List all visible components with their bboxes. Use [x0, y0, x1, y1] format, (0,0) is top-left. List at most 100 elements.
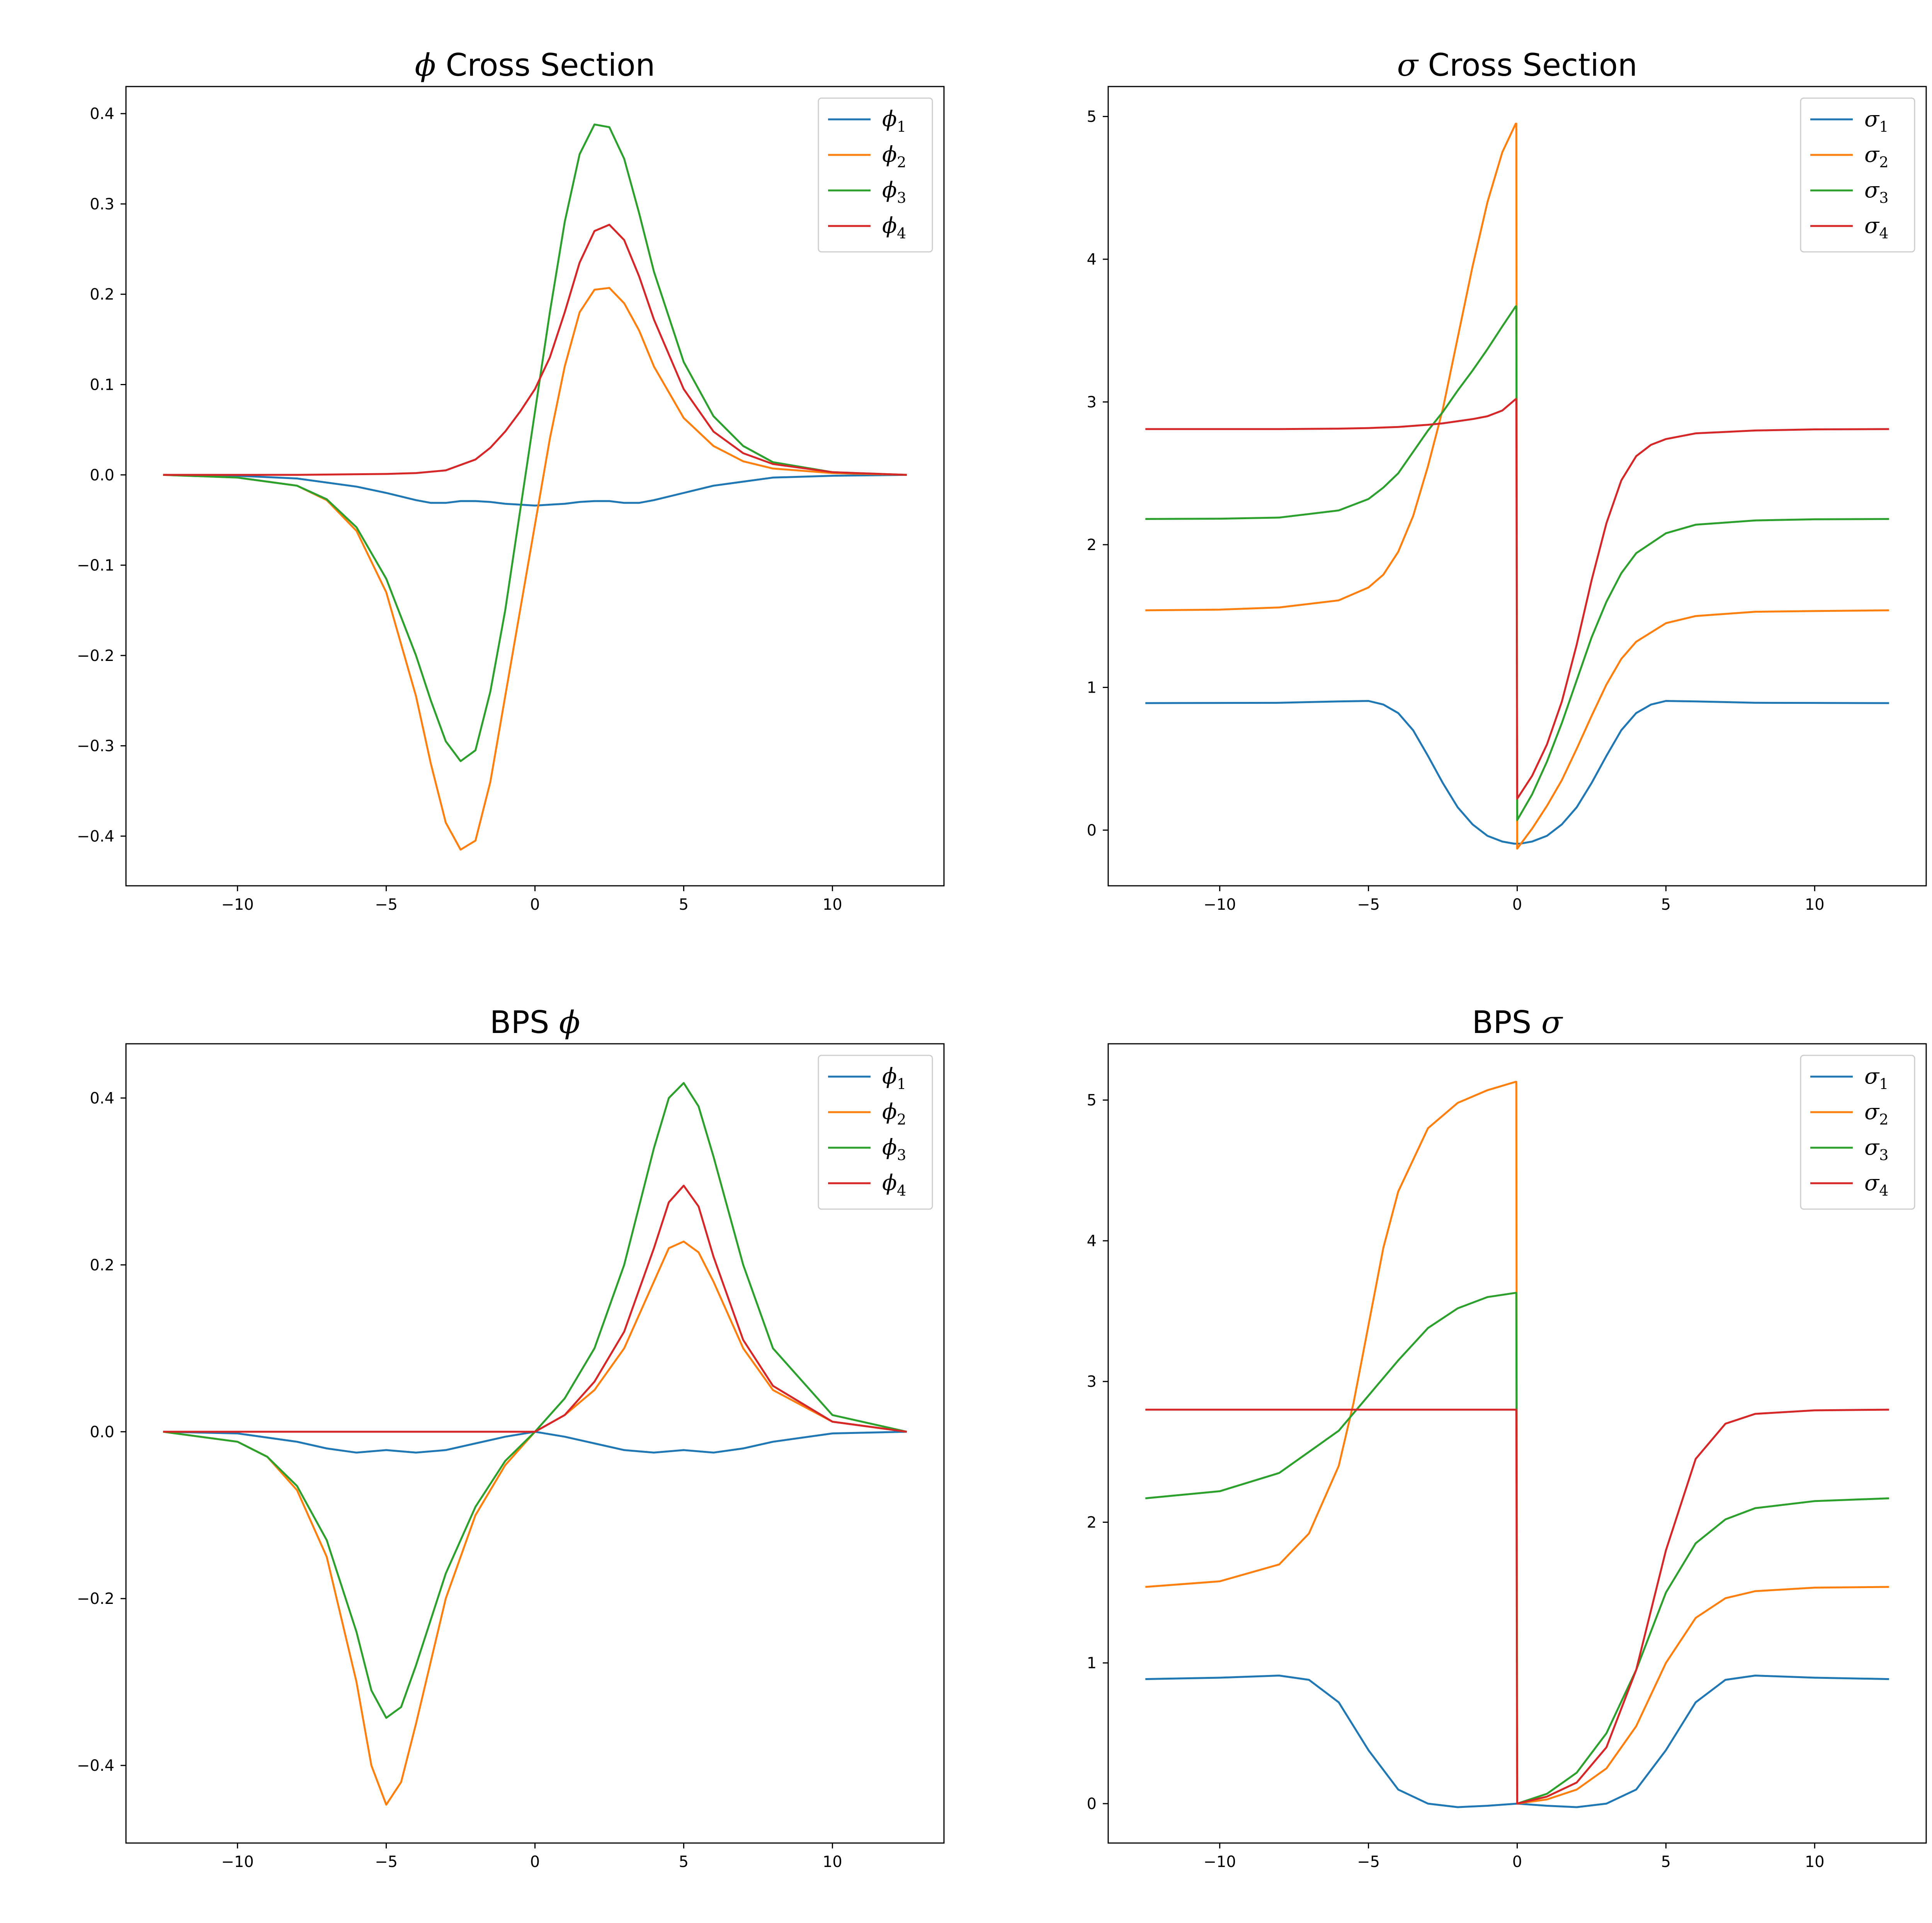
legend-label-3: ϕ3: [882, 1135, 906, 1164]
title-text: BPS: [490, 1004, 559, 1040]
legend-label-3: σ3: [1864, 178, 1888, 206]
legend-subscript: 3: [897, 189, 906, 206]
chart-title: σ Cross Section: [1397, 47, 1638, 83]
legend-symbol: σ: [1864, 213, 1880, 238]
legend-subscript: 4: [1879, 225, 1888, 242]
legend-label-4: σ4: [1864, 1170, 1888, 1199]
series-line-3: [1145, 305, 1889, 821]
title-text: BPS: [1472, 1004, 1541, 1040]
title-symbol: ϕ: [559, 1004, 580, 1040]
legend-label-4: σ4: [1864, 213, 1888, 242]
x-tick-label: −5: [1357, 1853, 1380, 1871]
legend-box: [1800, 1055, 1915, 1210]
legend-subscript: 1: [897, 118, 906, 135]
chart-title: ϕ Cross Section: [415, 47, 655, 83]
y-tick-label: −0.1: [77, 557, 114, 574]
legend-subscript: 4: [897, 225, 906, 242]
series-line-3: [163, 123, 907, 762]
legend-subscript: 2: [897, 154, 906, 171]
y-tick-label: 0.4: [90, 1089, 114, 1107]
y-tick-label: 1: [1087, 1655, 1097, 1672]
title-text: Cross Section: [1418, 47, 1637, 83]
legend-label-1: σ1: [1864, 1064, 1888, 1092]
legend-subscript: 2: [897, 1111, 906, 1128]
legend-box: [818, 97, 933, 253]
legend-label-1: ϕ1: [882, 1064, 906, 1092]
legend-label-4: ϕ4: [882, 213, 906, 242]
y-tick-label: 5: [1087, 1092, 1097, 1109]
series-line-2: [163, 1240, 907, 1806]
title-text: Cross Section: [436, 47, 655, 83]
x-tick-label: 0: [1512, 1853, 1522, 1871]
legend-symbol: ϕ: [882, 142, 897, 167]
legend-subscript: 3: [1879, 189, 1888, 206]
y-tick-label: 5: [1087, 108, 1097, 126]
x-tick-label: 0: [530, 1853, 540, 1871]
legend-symbol: ϕ: [882, 1064, 897, 1089]
title-symbol: σ: [1397, 47, 1419, 83]
y-tick-label: 3: [1087, 394, 1097, 411]
legend-symbol: ϕ: [882, 1099, 897, 1125]
legend-subscript: 4: [1879, 1182, 1888, 1199]
series-line-4: [163, 1184, 907, 1433]
series-line-3: [1145, 1292, 1889, 1805]
y-tick-label: 0.4: [90, 105, 114, 123]
legend-symbol: ϕ: [882, 107, 897, 132]
y-tick-label: 0: [1087, 822, 1097, 839]
y-tick-label: 0.2: [90, 1256, 114, 1274]
legend-symbol: σ: [1864, 107, 1880, 132]
legend-label-2: ϕ2: [882, 1099, 906, 1128]
legend-label-1: σ1: [1864, 107, 1888, 135]
series-line-2: [163, 287, 907, 851]
y-tick-label: −0.4: [77, 827, 114, 845]
x-tick-label: 10: [823, 896, 842, 914]
y-tick-label: 3: [1087, 1373, 1097, 1391]
legend-subscript: 4: [897, 1182, 906, 1199]
x-tick-label: −10: [221, 896, 253, 914]
y-tick-label: −0.3: [77, 737, 114, 755]
title-symbol: σ: [1541, 1004, 1563, 1040]
legend-label-2: ϕ2: [882, 142, 906, 171]
y-tick-label: 0.0: [90, 1423, 114, 1441]
y-tick-label: 0: [1087, 1795, 1097, 1813]
legend-symbol: ϕ: [882, 213, 897, 238]
series-line-4: [1145, 398, 1889, 800]
legend-symbol: σ: [1864, 142, 1880, 167]
x-tick-label: 5: [1661, 896, 1671, 914]
legend-label-1: ϕ1: [882, 107, 906, 135]
series-line-2: [1145, 122, 1889, 850]
y-tick-label: 0.2: [90, 286, 114, 304]
x-tick-label: −5: [1357, 896, 1380, 914]
y-tick-label: 4: [1087, 251, 1097, 268]
y-tick-label: −0.4: [77, 1757, 114, 1775]
y-tick-label: 0.1: [90, 376, 114, 394]
x-tick-label: 10: [823, 1853, 842, 1871]
y-tick-label: 2: [1087, 536, 1097, 554]
legend-label-3: σ3: [1864, 1135, 1888, 1164]
chart-title: BPS ϕ: [490, 1004, 580, 1040]
legend-subscript: 3: [897, 1147, 906, 1164]
x-tick-label: −10: [221, 1853, 253, 1871]
x-tick-label: 10: [1805, 1853, 1825, 1871]
x-tick-label: 0: [1512, 896, 1522, 914]
legend-subscript: 1: [1879, 118, 1888, 135]
y-tick-label: 0.3: [90, 195, 114, 213]
legend-subscript: 2: [1879, 154, 1888, 171]
legend-subscript: 3: [1879, 1147, 1888, 1164]
chart-title: BPS σ: [1472, 1004, 1563, 1040]
legend-symbol: σ: [1864, 1064, 1880, 1089]
legend-symbol: ϕ: [882, 178, 897, 203]
series-line-4: [1145, 1408, 1889, 1805]
legend-label-2: σ2: [1864, 1099, 1888, 1128]
legend-subscript: 1: [897, 1075, 906, 1092]
y-tick-label: 1: [1087, 679, 1097, 696]
x-tick-label: 5: [679, 896, 689, 914]
x-tick-label: 0: [530, 896, 540, 914]
x-tick-label: −10: [1203, 1853, 1236, 1871]
y-tick-label: −0.2: [77, 647, 114, 665]
legend-symbol: ϕ: [882, 1135, 897, 1160]
